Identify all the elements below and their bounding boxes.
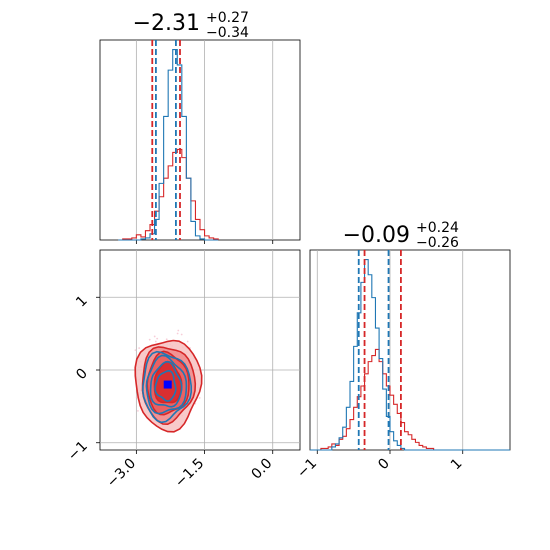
param2-title-upper: +0.24 [416,220,459,236]
axes-frame [99,249,301,451]
scatter-point [165,338,168,341]
blue-contour-level [149,360,183,408]
param2-title-lower: −0.26 [416,235,459,251]
param1-title-upper: +0.27 [206,10,249,26]
scatter-point [176,332,179,335]
panel-param1-hist: −2.31 +0.27 −0.34 [99,10,301,244]
scatter-point [153,335,156,338]
x-tick-label: −1 [294,456,320,482]
scatter-point [154,340,157,343]
scatter-point [135,396,138,399]
x-tick-labels: −1 0 1 [294,456,465,482]
red-histogram [118,148,219,241]
scatter-point [186,340,189,343]
blue-contour-level [154,369,177,402]
scatter-point [134,349,137,352]
scatter-point [180,333,183,336]
red-histogram [310,348,510,451]
param1-title-lower: −0.34 [206,25,249,41]
scatter-point [148,338,151,341]
param2-title: −0.09 [343,223,410,248]
truth-marker [163,380,172,389]
scatter-point [138,347,141,349]
axes-frame [99,39,301,241]
blue-contour-level [142,350,192,424]
blue-contour-level [145,354,188,415]
axes-frame [309,249,511,451]
x-tick-labels: −3.0 −1.5 0.0 [104,456,276,491]
y-tick-labels: −1 0 1 [65,293,91,464]
x-tick-label: −1.5 [172,456,207,491]
panel-param2-hist: −1 0 1 −0.09 +0.24 −0.26 [294,220,511,482]
scatter-point [156,337,159,340]
x-tick-label: 0.0 [248,456,275,483]
histogram-bars [118,48,219,241]
scatter-point [198,397,201,399]
grid-lines [96,250,300,454]
quantile-lines [357,250,402,450]
y-tick-label: 0 [73,366,91,384]
param1-title: −2.31 [133,11,200,36]
histogram-bars [310,258,510,451]
quantile-lines [151,40,181,240]
x-tick-label: 0 [375,456,393,474]
blue-contours [142,350,192,424]
x-tick-label: −3.0 [104,456,139,491]
grid-lines [135,40,274,244]
panel-2d-contour: −3.0 −1.5 0.0 −1 0 1 [65,249,301,491]
scatter-point [137,409,139,412]
y-tick-label: −1 [65,438,91,464]
y-tick-label: 1 [73,293,91,311]
blue-histogram [310,258,510,451]
scatter-point [177,329,180,332]
blue-histogram [118,48,219,241]
x-tick-label: 1 [448,456,466,474]
